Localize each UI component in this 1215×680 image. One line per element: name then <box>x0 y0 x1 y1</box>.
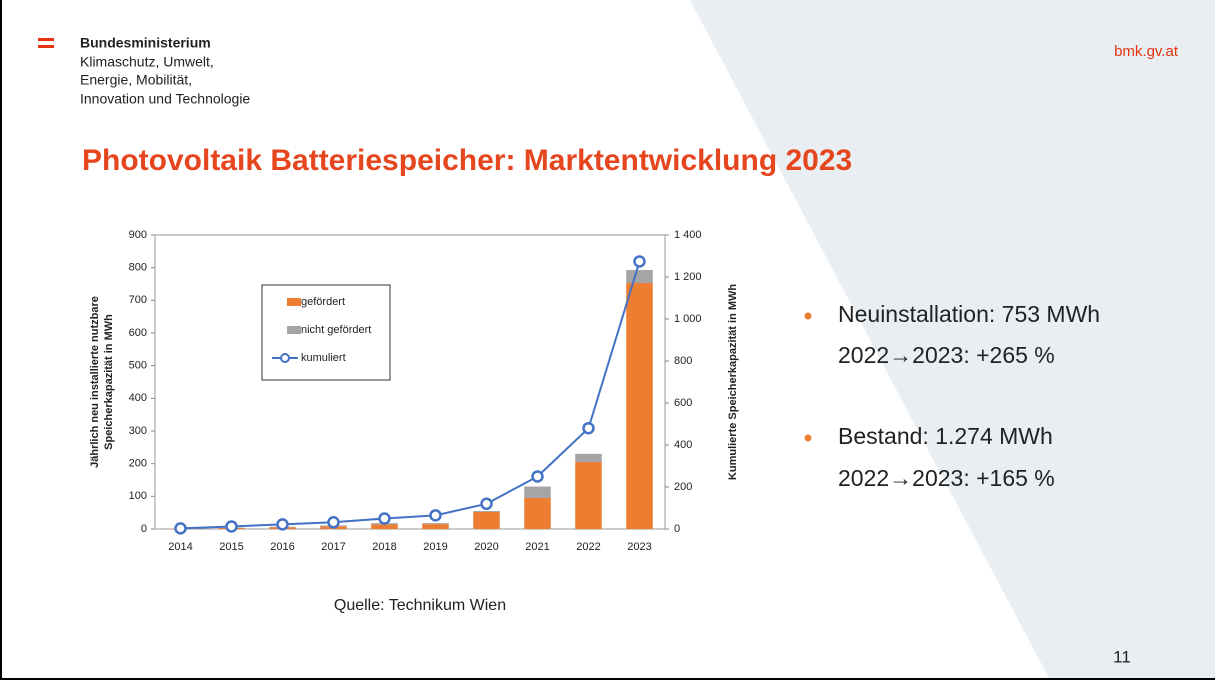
line-marker <box>378 512 391 525</box>
bullet-dot <box>804 312 812 320</box>
line <box>180 261 641 530</box>
ministry-line: Energie, Mobilität, <box>80 72 192 88</box>
y2-tick-label: 1 200 <box>674 271 702 283</box>
ministry-line: Innovation und Technologie <box>80 91 250 107</box>
y-tick-label: 400 <box>129 392 147 404</box>
bar <box>575 462 602 529</box>
x-tick-label: 2020 <box>474 541 498 553</box>
y2-tick-label: 400 <box>674 439 692 451</box>
legend-swatch <box>280 353 290 363</box>
x-tick-label: 2015 <box>219 541 243 553</box>
y-axis-title: Jährlich neu installierte nutzbare <box>89 296 101 468</box>
x-tick-label: 2022 <box>576 541 600 553</box>
legend-label: kumuliert <box>301 352 346 364</box>
line-marker <box>429 509 442 522</box>
y2-axis-title: Kumulierte Speicherkapazität in MWh <box>727 284 739 480</box>
site: bmk.gv.at <box>1114 43 1179 60</box>
bar <box>626 269 653 284</box>
line-marker <box>225 520 238 533</box>
bullet: Neuinstallation: 753 MWh <box>838 301 1100 327</box>
y2-tick-label: 0 <box>674 523 680 535</box>
y2-tick-label: 1 000 <box>674 313 702 325</box>
line-marker <box>531 470 544 483</box>
y-tick-label: 800 <box>129 262 147 274</box>
slide-title: Photovoltaik Batteriespeicher: Marktentw… <box>82 144 852 177</box>
x-tick-label: 2021 <box>525 541 549 553</box>
line-marker <box>582 421 595 435</box>
y-tick-label: 0 <box>141 523 147 535</box>
source: Quelle: Technikum Wien <box>334 597 506 614</box>
chart: Jährlich neu installierte nutzbare Speic… <box>89 284 739 480</box>
y-tick-label: 600 <box>129 327 147 339</box>
bullet-sub: 2022→2023: +165 % <box>838 465 1055 491</box>
bar <box>371 524 398 529</box>
legend-swatch <box>287 298 301 306</box>
bar <box>626 283 653 529</box>
x-tick-label: 2016 <box>270 541 294 553</box>
line-marker <box>276 518 289 531</box>
legend-label: nicht gefördert <box>301 324 371 336</box>
bar <box>422 523 449 525</box>
ministry-line: Bundesministerium <box>80 35 211 51</box>
legend-label: gefördert <box>301 296 345 308</box>
y-tick-label: 300 <box>129 425 147 437</box>
legend-swatch <box>287 326 301 334</box>
x-tick-label: 2018 <box>372 541 396 553</box>
y-tick-label: 500 <box>129 360 147 372</box>
bar <box>473 511 500 513</box>
line-marker <box>633 255 646 268</box>
bar <box>524 497 551 529</box>
logo-flag <box>38 38 54 48</box>
y-tick-label: 200 <box>129 458 147 470</box>
bar <box>473 512 500 529</box>
y2-tick-label: 1 400 <box>674 229 702 241</box>
x-tick-label: 2019 <box>423 541 447 553</box>
bullet-sub: 2022→2023: +265 % <box>838 342 1055 368</box>
bar <box>524 486 551 498</box>
line-marker <box>480 497 493 511</box>
page-number: 11 <box>1113 647 1131 666</box>
y2-tick-label: 600 <box>674 397 692 409</box>
y-tick-label: 100 <box>129 490 147 502</box>
bar <box>575 453 602 463</box>
line-marker <box>174 522 187 535</box>
ministry-line: Klimaschutz, Umwelt, <box>80 54 214 70</box>
legend <box>261 284 391 381</box>
line-marker <box>327 516 340 529</box>
x-tick-label: 2017 <box>321 541 345 553</box>
bullet: Bestand: 1.274 MWh <box>838 423 1053 449</box>
x-tick-label: 2014 <box>168 541 192 553</box>
background-shape <box>690 0 1215 680</box>
y2-tick-label: 200 <box>674 481 692 493</box>
bullet-dot <box>804 434 812 442</box>
y-axis-title: Speicherkapazität in MWh <box>103 314 115 450</box>
x-tick-label: 2023 <box>627 541 651 553</box>
bar <box>422 524 449 529</box>
y-tick-label: 700 <box>129 294 147 306</box>
y2-tick-label: 800 <box>674 355 692 367</box>
y-tick-label: 900 <box>129 229 147 241</box>
